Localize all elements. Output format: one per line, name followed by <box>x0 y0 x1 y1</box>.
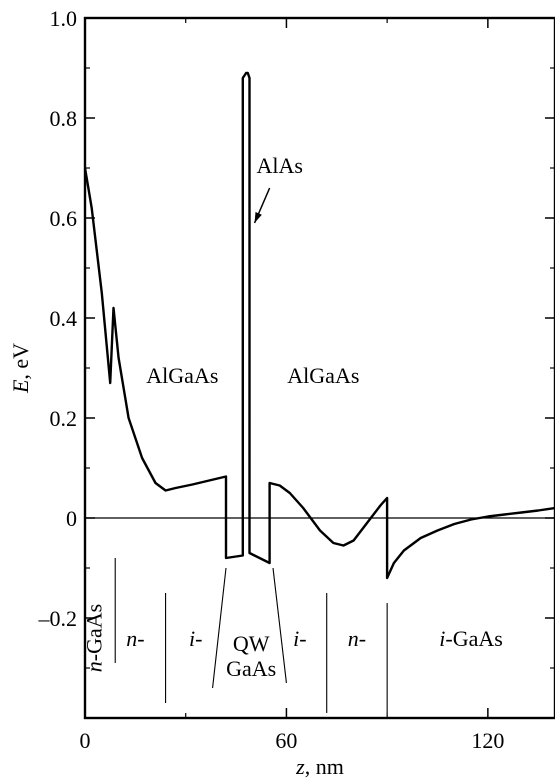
region-label-material: - <box>299 626 306 651</box>
region-label-doping: n <box>348 626 359 651</box>
region-label: QW <box>233 631 270 656</box>
region-label-material: GaAs <box>226 656 276 681</box>
x-axis-title: z, nm <box>295 754 344 779</box>
material-annotations: AlGaAs AlGaAs AlAs <box>146 153 359 388</box>
region-label-material: -GaAs <box>81 604 106 661</box>
region-label-doping: i <box>439 626 445 651</box>
region-label-material: - <box>137 626 144 651</box>
x-tick-label: 0 <box>80 728 91 753</box>
layer-boundaries <box>114 558 388 713</box>
region-label-doping: n <box>126 626 137 651</box>
y-tick-label: 0.4 <box>50 306 78 331</box>
y-tick-label: 0.6 <box>50 206 78 231</box>
axis-tick-labels: 1.0 0.8 0.6 0.4 0.2 0 –0.2 0 60 120 <box>38 6 505 753</box>
region-label-material: -GaAs <box>445 626 502 651</box>
region-label-material: - <box>359 626 366 651</box>
band-edge-curve <box>85 71 555 580</box>
y-tick-label: 0 <box>66 506 77 531</box>
y-tick-label: 1.0 <box>50 6 78 31</box>
region-label-doping: n <box>81 661 106 672</box>
region-label-material: QW <box>233 631 270 656</box>
material-label: AlGaAs <box>287 363 359 388</box>
region-label: n-GaAs <box>81 604 106 672</box>
region-label-doping: i <box>189 626 195 651</box>
region-label: GaAs <box>226 656 276 681</box>
region-label: n- <box>126 626 144 651</box>
region-label: n- <box>348 626 366 651</box>
material-label: AlAs <box>256 153 302 178</box>
layer-boundary <box>272 567 287 684</box>
region-label: i-GaAs <box>439 626 503 651</box>
region-label-doping: i <box>293 626 299 651</box>
region-label-material: - <box>195 626 202 651</box>
region-label: i- <box>293 626 306 651</box>
y-tick-label: 0.2 <box>50 406 78 431</box>
y-tick-label: 0.8 <box>50 106 78 131</box>
x-tick-label: 120 <box>471 728 504 753</box>
region-label: i- <box>189 626 202 651</box>
material-label: AlGaAs <box>146 363 218 388</box>
x-tick-label: 60 <box>275 728 297 753</box>
alas-arrow-head <box>254 212 262 223</box>
layer-boundary <box>212 567 227 689</box>
y-tick-label: –0.2 <box>38 606 78 631</box>
y-axis-title: E, eV <box>8 343 33 394</box>
